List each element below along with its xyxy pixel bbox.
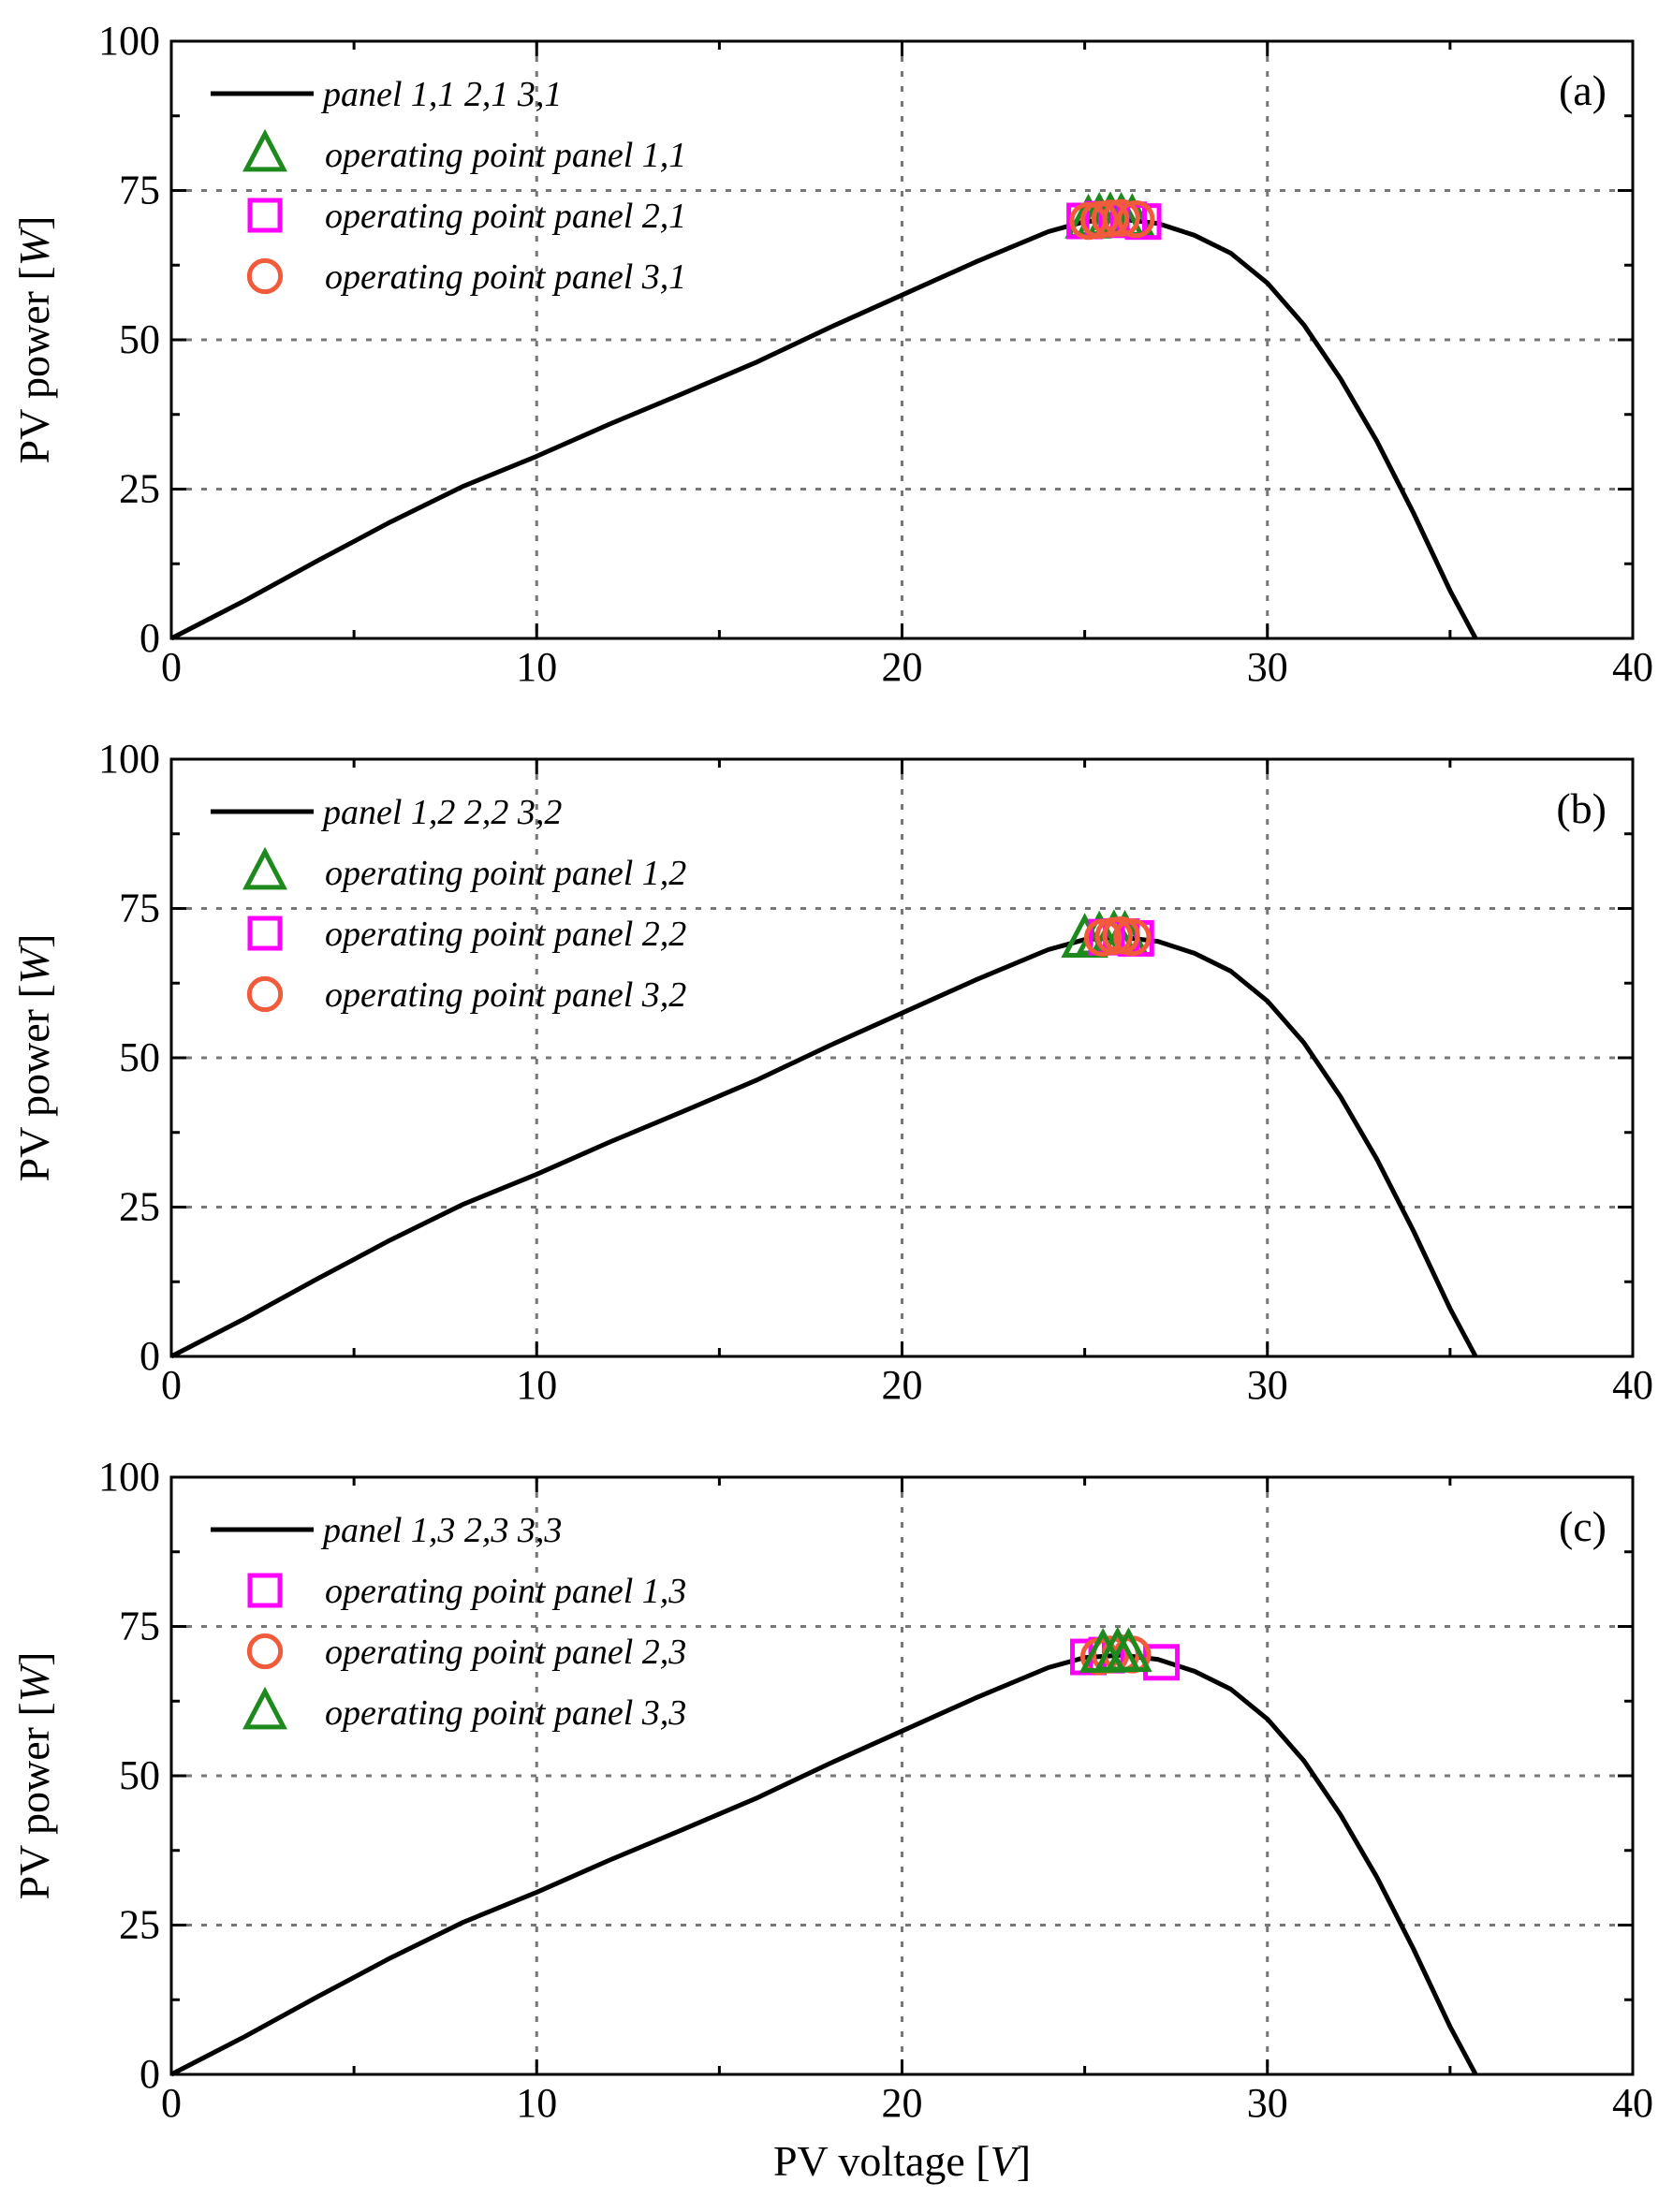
x-axis-title: PV voltage [V] bbox=[773, 2137, 1031, 2185]
plot-frame bbox=[169, 39, 1635, 640]
operating-point-triangle bbox=[1061, 913, 1108, 959]
y-tick-label: 25 bbox=[119, 1902, 160, 1948]
legend-curve-label: panel 1,3 2,3 3,3 bbox=[320, 1511, 562, 1550]
x-tick-label: 30 bbox=[1247, 1362, 1288, 1408]
y-tick-label: 0 bbox=[139, 615, 160, 661]
legend-series-label: operating point panel 1,3 bbox=[325, 1572, 686, 1611]
y-tick-label: 75 bbox=[119, 886, 160, 931]
x-tick-label: 0 bbox=[161, 644, 182, 690]
y-tick-label: 0 bbox=[139, 2051, 160, 2097]
x-tick-label: 10 bbox=[516, 2080, 557, 2126]
operating-point-circle bbox=[1091, 199, 1130, 238]
legend-marker-circle bbox=[246, 1633, 284, 1670]
panel-label: (a) bbox=[1559, 66, 1607, 114]
operating-point-circle bbox=[1117, 199, 1155, 239]
y-axis-title: PV power [W] bbox=[10, 934, 58, 1182]
y-tick-label: 50 bbox=[119, 316, 160, 362]
legend-series-label: operating point panel 3,2 bbox=[325, 975, 686, 1015]
operating-point-circle bbox=[1113, 917, 1152, 957]
x-tick-label: 20 bbox=[882, 1362, 923, 1408]
y-tick-label: 50 bbox=[119, 1034, 160, 1080]
legend-curve-label: panel 1,2 2,2 3,2 bbox=[320, 793, 562, 832]
x-tick-label: 30 bbox=[1247, 2080, 1288, 2126]
x-tick-label: 10 bbox=[516, 644, 557, 690]
pv-curve bbox=[169, 934, 1478, 1359]
operating-point-circle bbox=[1102, 198, 1140, 238]
x-tick-label: 40 bbox=[1612, 2080, 1653, 2126]
y-tick-label: 75 bbox=[119, 1604, 160, 1649]
x-tick-label: 0 bbox=[161, 2080, 182, 2126]
legend-marker-circle bbox=[246, 257, 284, 295]
legend-series-label: operating point panel 3,3 bbox=[325, 1693, 686, 1733]
x-tick-label: 40 bbox=[1612, 1362, 1653, 1408]
x-tick-label: 0 bbox=[161, 1362, 182, 1408]
y-tick-label: 25 bbox=[119, 466, 160, 512]
chart-panel-3: 0 10 20 30 40 0 25 50 75 100 PV power [W] PV voltag… bbox=[10, 1454, 1653, 2185]
pv-curve bbox=[169, 216, 1478, 641]
legend-series-label: operating point panel 1,2 bbox=[325, 854, 686, 893]
legend-series-label: operating point panel 1,1 bbox=[325, 136, 686, 175]
operating-point-triangle bbox=[1105, 1627, 1152, 1673]
x-tick-label: 20 bbox=[882, 2080, 923, 2126]
x-tick-label: 10 bbox=[516, 1362, 557, 1408]
legend-marker-square bbox=[247, 198, 283, 233]
x-tick-label: 30 bbox=[1247, 644, 1288, 690]
legend-series-label: operating point panel 2,2 bbox=[325, 915, 686, 954]
legend-marker-triangle bbox=[242, 1686, 287, 1730]
x-tick-label: 20 bbox=[882, 644, 923, 690]
y-tick-label: 0 bbox=[139, 1333, 160, 1379]
chart-panel-2: 0 10 20 30 40 0 25 50 75 100 PV power [W] (b) panel … bbox=[10, 736, 1653, 1408]
legend-marker-triangle bbox=[242, 846, 287, 890]
panel-label: (c) bbox=[1559, 1502, 1607, 1550]
plot-frame bbox=[169, 757, 1635, 1358]
y-tick-label: 50 bbox=[119, 1752, 160, 1798]
y-tick-label: 100 bbox=[98, 736, 160, 782]
y-tick-label: 100 bbox=[98, 18, 160, 64]
y-tick-label: 25 bbox=[119, 1184, 160, 1230]
y-tick-label: 75 bbox=[119, 168, 160, 213]
plot-frame bbox=[169, 1475, 1635, 2076]
x-tick-label: 40 bbox=[1612, 644, 1653, 690]
panel-label: (b) bbox=[1556, 784, 1607, 832]
legend-marker-square bbox=[247, 916, 283, 951]
y-axis-title: PV power [W] bbox=[10, 1652, 58, 1900]
legend-marker-circle bbox=[246, 975, 284, 1013]
legend-series-label: operating point panel 3,1 bbox=[325, 257, 686, 297]
chart-panel-1: 0 10 20 30 40 0 25 50 75 100 PV power [W] (a) panel … bbox=[10, 18, 1653, 690]
legend-curve-label: panel 1,1 2,1 3,1 bbox=[320, 75, 562, 114]
legend-series-label: operating point panel 2,3 bbox=[325, 1633, 686, 1672]
pv-curve bbox=[169, 1652, 1478, 2077]
legend-marker-triangle bbox=[242, 128, 287, 172]
y-axis-title: PV power [W] bbox=[10, 216, 58, 464]
legend-marker-square bbox=[247, 1573, 283, 1608]
y-tick-label: 100 bbox=[98, 1454, 160, 1500]
legend-series-label: operating point panel 2,1 bbox=[325, 197, 686, 236]
